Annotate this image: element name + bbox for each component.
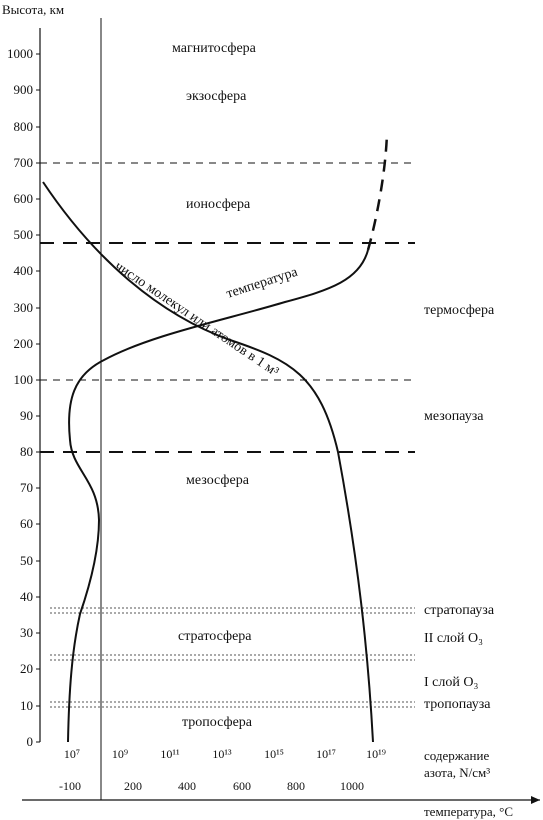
y-tick-label: 400 [14, 263, 34, 278]
temperature-curve-dashed [366, 131, 389, 251]
y-tick-label: 200 [14, 336, 34, 351]
layer-label-mesopause: мезопауза [424, 409, 484, 424]
y-axis-ticks [36, 53, 40, 743]
y-tick-label: 1000 [7, 46, 33, 61]
concentration-tick-label: 10¹¹ [160, 747, 180, 761]
y-tick-label: 70 [20, 480, 33, 495]
concentration-tick-label: 10⁷ [64, 747, 80, 761]
layer-label-stratopause: стратопауза [424, 603, 495, 618]
temperature-tick-label: 400 [178, 779, 196, 793]
y-tick-label: 60 [20, 516, 33, 531]
layer-label-troposphere: тропосфера [182, 715, 253, 730]
layer-label-stratosphere: стратосфера [178, 629, 252, 644]
y-tick-label: 40 [20, 589, 33, 604]
y-tick-label: 800 [14, 119, 34, 134]
concentration-axis-title-line1: содержание [424, 748, 489, 763]
molecule-curve [42, 181, 374, 743]
y-tick-label: 50 [20, 553, 33, 568]
concentration-tick-label: 10⁹ [112, 747, 128, 761]
layer-label-mesosphere: мезосфера [186, 473, 250, 488]
y-tick-label: 10 [20, 698, 33, 713]
layer-label-thermosphere: термосфера [424, 303, 495, 318]
temperature-tick-label: 600 [233, 779, 251, 793]
y-tick-label: 300 [14, 300, 34, 315]
y-tick-label: 500 [14, 227, 34, 242]
concentration-tick-label: 10¹⁷ [316, 747, 336, 761]
y-tick-label: 900 [14, 82, 34, 97]
layer-label-tropopause: тропопауза [424, 697, 491, 712]
temperature-axis-arrowhead [531, 796, 540, 804]
layer-label-magnetosphere: магнитосфера [172, 41, 257, 56]
layer-label-ionosphere: ионосфера [186, 197, 251, 212]
concentration-axis-title-line2: азота, N/см³ [424, 765, 490, 780]
y-tick-label: 700 [14, 155, 34, 170]
concentration-tick-label: 10¹³ [212, 747, 232, 761]
temperature-tick-label: 800 [287, 779, 305, 793]
y-tick-label: 30 [20, 625, 33, 640]
temperature-tick-label: 1000 [340, 779, 364, 793]
y-tick-label: 90 [20, 408, 33, 423]
temperature-tick-label: 200 [124, 779, 142, 793]
y-tick-label: 80 [20, 444, 33, 459]
y-tick-label: 20 [20, 661, 33, 676]
concentration-tick-label: 10¹⁹ [366, 747, 386, 761]
y-tick-label: 0 [27, 734, 34, 749]
layer-label-ozone-layer-2: II слой O₃ [424, 631, 483, 646]
concentration-tick-label: 10¹⁵ [264, 747, 284, 761]
dotted-boundaries [50, 607, 415, 708]
layer-label-exosphere: экзосфера [186, 89, 247, 104]
y-tick-label: 600 [14, 191, 34, 206]
temperature-tick-label: -100 [59, 779, 81, 793]
y-tick-label: 100 [14, 372, 34, 387]
temperature-axis-title: температура, °С [424, 804, 513, 819]
temperature-curve-label: температура [225, 264, 301, 301]
layer-label-ozone-layer-1: I слой O₃ [424, 675, 478, 690]
y-axis-title: Высота, км [2, 2, 64, 17]
temperature-curve [67, 249, 369, 743]
